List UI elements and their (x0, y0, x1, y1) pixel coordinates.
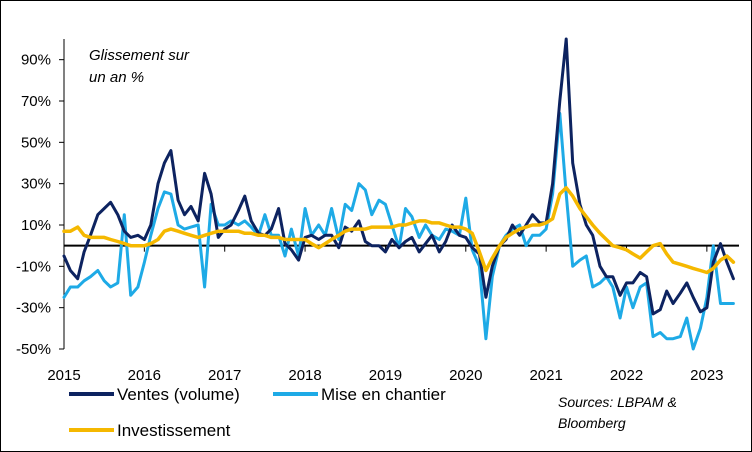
x-tick-label: 2017 (208, 367, 241, 384)
series-layer (62, 37, 736, 351)
y-tick-label: 70% (21, 93, 51, 110)
x-tick-label: 2018 (288, 367, 321, 384)
x-tick-label: 2015 (47, 367, 80, 384)
legend: Ventes (volume) Mise en chantier Investi… (69, 385, 446, 440)
annotation-line-2: un an % (89, 69, 144, 86)
x-tick-label: 2019 (369, 367, 402, 384)
y-tick-label: 30% (21, 176, 51, 193)
y-tick-label: -50% (16, 341, 51, 358)
legend-label-mise-en-chantier: Mise en chantier (321, 385, 446, 404)
x-tick-label: 2022 (610, 367, 643, 384)
y-tick-label: 90% (21, 52, 51, 69)
x-tick-label: 2023 (690, 367, 723, 384)
x-tick-label: 2020 (449, 367, 482, 384)
y-tick-marks (59, 59, 64, 350)
legend-label-ventes: Ventes (volume) (117, 385, 240, 404)
legend-label-investissement: Investissement (117, 421, 231, 440)
source-line-2: Bloomberg (558, 415, 626, 431)
series-line-ventes (62, 37, 735, 316)
series-line-invest (62, 186, 736, 275)
y-tick-label: 10% (21, 217, 51, 234)
y-tick-label: -10% (16, 258, 51, 275)
x-tick-label: 2016 (128, 367, 161, 384)
y-tick-label: 50% (21, 134, 51, 151)
x-tick-label: 2021 (529, 367, 562, 384)
y-tick-labels: 90% 70% 50% 30% 10% -10% -30% -50% (16, 52, 51, 358)
y-tick-label: -30% (16, 300, 51, 317)
source-line-1: Sources: LBPAM & (558, 394, 677, 410)
annotation-line-1: Glissement sur (89, 47, 190, 64)
x-tick-labels: 2015 2016 2017 2018 2019 2020 2021 2022 2023 (47, 367, 723, 384)
